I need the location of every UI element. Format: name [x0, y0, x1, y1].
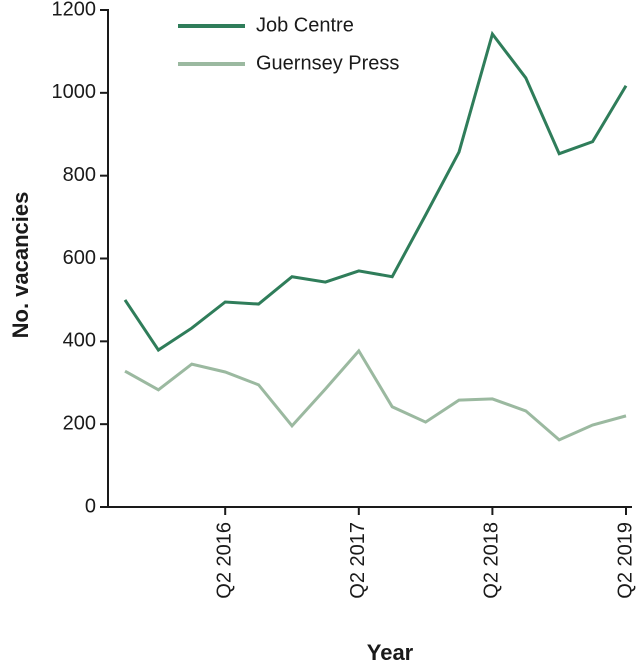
y-tick-label: 800	[63, 164, 96, 186]
y-tick-label: 600	[63, 247, 96, 269]
legend-label: Guernsey Press	[256, 52, 399, 74]
x-tick-label: Q2 2017	[347, 522, 369, 599]
y-tick-label: 0	[85, 495, 96, 517]
x-tick-label: Q2 2016	[213, 522, 235, 599]
legend-label: Job Centre	[256, 14, 354, 36]
y-tick-label: 200	[63, 412, 96, 434]
x-tick-label: Q2 2018	[481, 522, 503, 599]
x-axis-label: Year	[367, 640, 414, 665]
x-tick-label: Q2 2019	[614, 522, 636, 599]
y-tick-label: 1200	[52, 0, 97, 20]
y-tick-label: 1000	[52, 81, 97, 103]
series-line	[124, 348, 627, 442]
series-line	[123, 30, 628, 353]
y-axis-label: No. vacancies	[8, 192, 33, 339]
y-tick-label: 400	[63, 330, 96, 352]
